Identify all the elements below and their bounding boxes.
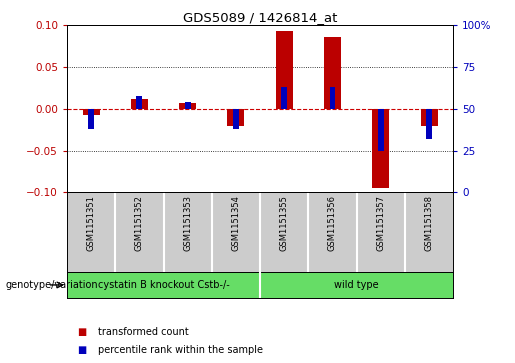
Text: percentile rank within the sample: percentile rank within the sample [98,345,263,355]
Bar [82,109,99,115]
Bar [179,103,196,109]
Bar [185,102,191,109]
Bar [88,109,94,129]
Bar [372,109,389,188]
Text: GSM1151353: GSM1151353 [183,195,192,251]
Bar [136,95,142,109]
Title: GDS5089 / 1426814_at: GDS5089 / 1426814_at [183,11,337,24]
Text: ■: ■ [77,327,87,337]
Text: ■: ■ [77,345,87,355]
Text: genotype/variation: genotype/variation [5,280,98,290]
Bar [131,99,148,109]
Bar [281,87,287,109]
Bar [426,109,432,139]
Bar [233,109,239,129]
Bar [378,109,384,151]
Text: GSM1151358: GSM1151358 [424,195,434,251]
Text: GSM1151351: GSM1151351 [87,195,96,251]
Text: GSM1151355: GSM1151355 [280,195,289,251]
Bar [421,109,438,126]
Text: GSM1151354: GSM1151354 [231,195,241,251]
Text: GSM1151352: GSM1151352 [135,195,144,251]
Bar [324,37,341,109]
Bar [228,109,245,126]
Text: GSM1151356: GSM1151356 [328,195,337,251]
Text: GSM1151357: GSM1151357 [376,195,385,251]
Bar [330,87,335,109]
Text: wild type: wild type [334,280,379,290]
Text: transformed count: transformed count [98,327,188,337]
Bar [276,31,293,109]
Text: cystatin B knockout Cstb-/-: cystatin B knockout Cstb-/- [98,280,229,290]
